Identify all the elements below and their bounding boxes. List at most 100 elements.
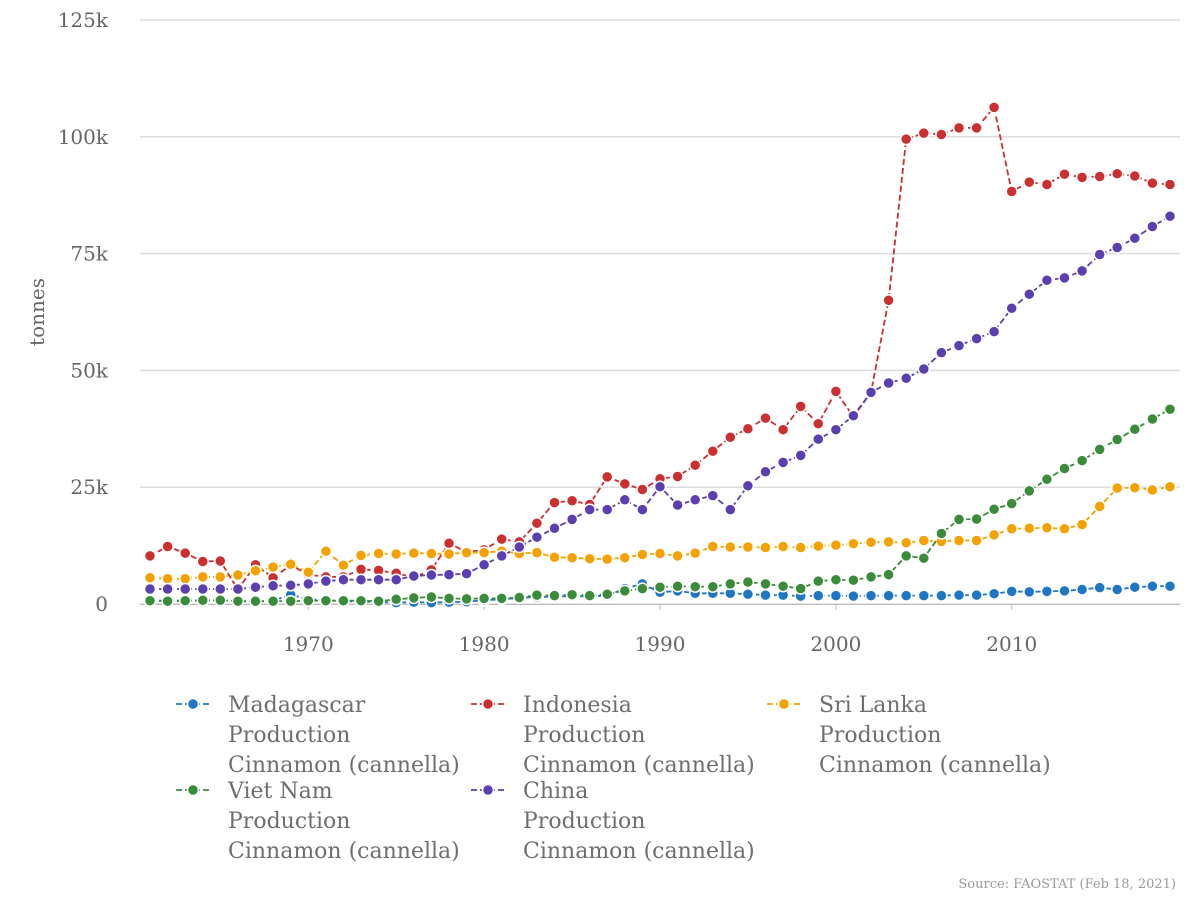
- data-point: [1110, 481, 1124, 495]
- data-point: [899, 589, 913, 602]
- data-point: [565, 551, 579, 564]
- data-point: [249, 594, 262, 608]
- data-point: [759, 577, 772, 591]
- data-point: [864, 386, 878, 399]
- data-point: [548, 551, 561, 564]
- data-point: [1128, 169, 1142, 183]
- data-point: [706, 489, 720, 502]
- data-point: [495, 549, 508, 563]
- data-point: [1110, 241, 1124, 254]
- data-point: [1128, 580, 1142, 594]
- data-point: [882, 294, 895, 307]
- plot-area: [143, 101, 1177, 609]
- data-point: [196, 582, 210, 596]
- data-point: [618, 477, 632, 491]
- data-point: [688, 546, 702, 560]
- data-point: [196, 555, 210, 568]
- data-point: [1075, 518, 1089, 531]
- x-axis: 1970 1980 1990 2000 2010: [140, 604, 1180, 656]
- data-point: [653, 580, 667, 594]
- y-tick-label: 100k: [58, 125, 109, 149]
- data-point: [636, 483, 649, 496]
- data-point: [688, 493, 702, 507]
- data-point: [829, 573, 843, 586]
- data-point: [1093, 581, 1106, 594]
- data-point: [1146, 220, 1159, 233]
- data-point: [1005, 302, 1018, 315]
- data-point: [600, 552, 614, 566]
- data-point: [952, 513, 966, 526]
- legend-swatch-marker: [186, 697, 200, 711]
- data-point: [1058, 167, 1071, 181]
- legend-swatch-marker: [481, 697, 495, 711]
- data-point: [759, 411, 772, 425]
- legend-swatch-marker: [777, 697, 791, 711]
- data-point: [1163, 178, 1177, 191]
- legend-label: Madagascar: [228, 693, 366, 718]
- legend-label: Indonesia: [523, 693, 632, 718]
- data-point: [178, 546, 192, 560]
- data-point: [812, 417, 825, 430]
- data-point: [1023, 287, 1036, 301]
- data-point: [530, 516, 544, 530]
- data-point: [935, 527, 948, 540]
- data-point: [407, 546, 421, 560]
- data-point: [671, 549, 684, 563]
- data-point: [319, 594, 333, 607]
- series-1: [143, 101, 1177, 596]
- legend-label: Viet Nam: [227, 779, 333, 804]
- data-point: [337, 558, 350, 572]
- legend-label: Production: [228, 809, 350, 834]
- data-point: [389, 593, 403, 606]
- data-point: [1023, 522, 1036, 535]
- data-point: [354, 549, 368, 562]
- data-point: [477, 558, 491, 572]
- data-point: [935, 128, 948, 141]
- data-point: [266, 594, 280, 608]
- data-point: [724, 540, 737, 554]
- data-point: [302, 594, 315, 607]
- data-point: [671, 470, 684, 483]
- data-point: [882, 535, 895, 549]
- data-point: [1146, 176, 1159, 190]
- y-tick-label: 25k: [70, 475, 108, 499]
- data-point: [741, 479, 755, 493]
- y-tick-label: 125k: [58, 8, 109, 32]
- data-point: [407, 569, 421, 583]
- legend-label: Cinnamon (cannella): [523, 839, 755, 864]
- data-point: [1005, 497, 1018, 510]
- data-point: [1128, 231, 1142, 245]
- data-point: [389, 547, 403, 561]
- legend-item: Madagascar Production Cinnamon (cannella): [176, 693, 460, 778]
- data-point: [829, 538, 843, 552]
- data-point: [636, 548, 649, 561]
- data-point: [231, 594, 245, 608]
- data-point: [847, 537, 860, 550]
- legend-label: Cinnamon (cannella): [228, 753, 460, 778]
- data-point: [161, 572, 174, 586]
- data-point: [319, 544, 333, 558]
- data-point: [899, 536, 913, 550]
- data-point: [970, 512, 983, 526]
- data-point: [460, 592, 473, 606]
- data-point: [671, 579, 684, 593]
- data-point: [1110, 583, 1124, 596]
- data-point: [1110, 433, 1124, 446]
- data-point: [970, 121, 983, 135]
- data-point: [776, 579, 790, 593]
- data-point: [1163, 579, 1177, 593]
- data-point: [425, 568, 438, 582]
- data-point: [284, 594, 297, 608]
- data-point: [337, 573, 350, 586]
- data-point: [759, 588, 772, 602]
- series-line: [149, 105, 1171, 592]
- data-point: [337, 594, 350, 607]
- data-point: [653, 480, 667, 493]
- data-point: [917, 534, 931, 547]
- data-point: [847, 589, 860, 603]
- data-point: [1075, 264, 1089, 278]
- data-point: [812, 539, 825, 553]
- series-4: [143, 209, 1177, 596]
- data-point: [970, 332, 983, 345]
